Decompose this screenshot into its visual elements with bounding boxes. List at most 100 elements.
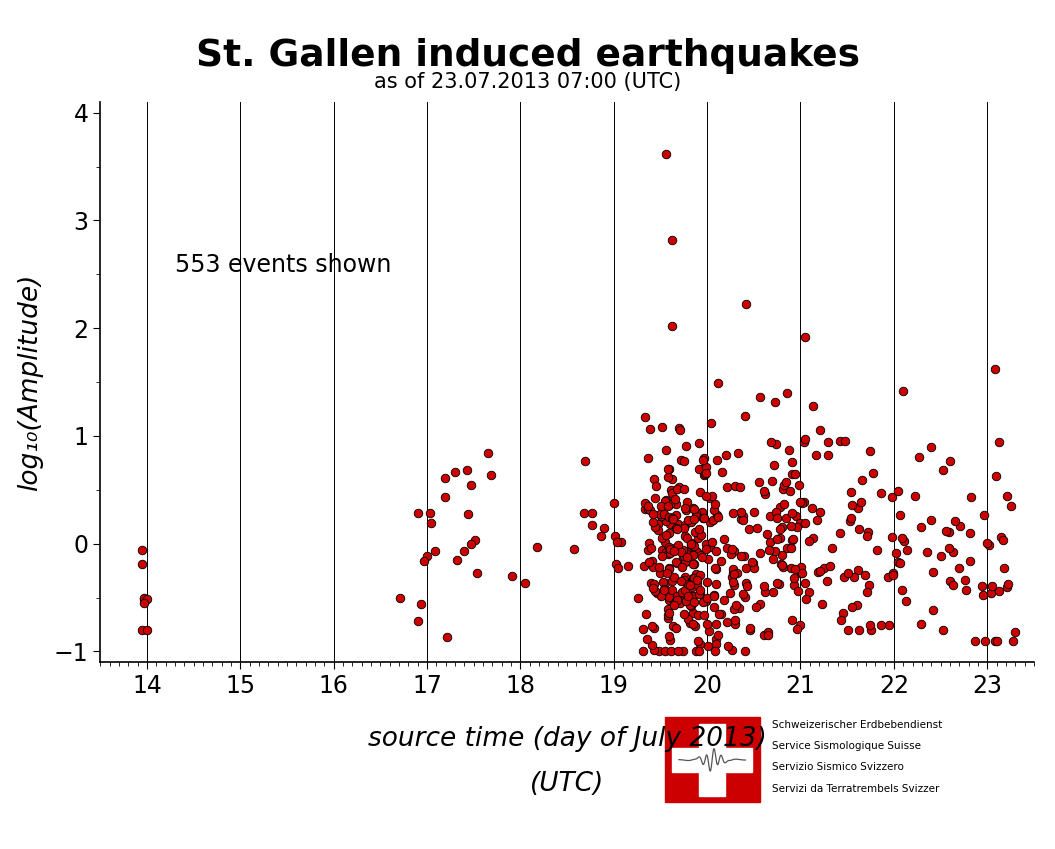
Point	[483, 469, 500, 482]
Point	[683, 538, 699, 552]
Point	[529, 541, 545, 554]
Point	[784, 468, 801, 481]
Point	[655, 582, 672, 596]
Point	[752, 597, 769, 610]
Point	[697, 467, 714, 481]
Point	[791, 495, 808, 509]
Point	[448, 554, 465, 567]
Point	[833, 613, 850, 627]
Point	[637, 607, 654, 621]
Point	[720, 481, 736, 494]
Point	[679, 577, 696, 591]
Point	[694, 551, 711, 565]
Point	[894, 531, 910, 545]
Point	[677, 530, 694, 543]
Point	[634, 644, 651, 658]
Point	[842, 514, 859, 528]
Point	[706, 589, 723, 603]
Point	[987, 469, 1004, 483]
Point	[763, 475, 780, 488]
Point	[898, 594, 915, 608]
Point	[647, 479, 664, 492]
Point	[722, 586, 738, 599]
Point	[659, 462, 676, 475]
Point	[935, 463, 952, 476]
Point	[689, 573, 706, 587]
Point	[697, 594, 714, 608]
Point	[940, 525, 957, 538]
Point	[771, 531, 788, 545]
Point	[768, 511, 785, 525]
Point	[661, 633, 678, 646]
Point	[779, 541, 795, 554]
Point	[653, 531, 670, 544]
Point	[797, 516, 813, 530]
Point	[645, 560, 661, 574]
Point	[678, 495, 695, 509]
Point	[735, 549, 752, 563]
Point	[732, 505, 749, 519]
Point	[831, 435, 848, 448]
Point	[812, 423, 829, 436]
Point	[801, 585, 818, 599]
Point	[998, 490, 1015, 503]
Point	[945, 578, 962, 592]
Point	[885, 568, 902, 582]
Point	[684, 513, 701, 526]
Point	[808, 514, 825, 527]
Point	[646, 621, 663, 634]
Point	[746, 505, 763, 519]
Point	[724, 565, 741, 579]
Point	[676, 583, 693, 597]
Point	[687, 509, 704, 523]
Point	[788, 509, 805, 523]
Text: Servizio Sismico Svizzero: Servizio Sismico Svizzero	[772, 762, 904, 773]
Point	[669, 482, 686, 496]
Point	[688, 567, 705, 581]
Point	[760, 628, 776, 642]
Point	[745, 556, 762, 570]
Point	[724, 571, 741, 584]
Point	[938, 524, 955, 537]
Point	[707, 561, 724, 575]
Point	[895, 384, 912, 397]
Point	[704, 536, 721, 549]
Point	[779, 386, 795, 400]
Point	[456, 544, 473, 558]
Point	[683, 515, 699, 529]
Point	[761, 509, 778, 523]
Point	[689, 577, 706, 591]
Point	[736, 590, 753, 604]
Point	[517, 576, 534, 589]
Point	[683, 589, 699, 603]
Point	[679, 514, 696, 527]
Point	[772, 557, 789, 571]
Point	[670, 517, 687, 531]
Point	[863, 623, 880, 637]
Point	[652, 589, 669, 603]
Point	[656, 644, 673, 658]
Point	[976, 508, 993, 521]
Point	[975, 588, 992, 601]
Point	[703, 416, 720, 430]
Point	[724, 576, 741, 589]
Point	[742, 621, 759, 635]
Point	[135, 592, 152, 605]
Point	[619, 559, 636, 573]
Point	[692, 486, 709, 499]
Point	[391, 592, 408, 605]
Point	[728, 599, 745, 612]
Point	[983, 579, 1000, 593]
Point	[698, 576, 715, 589]
Point	[855, 473, 871, 486]
Point	[635, 559, 652, 573]
Point	[458, 464, 475, 477]
Point	[993, 530, 1010, 543]
Point	[418, 549, 435, 563]
Point	[724, 644, 741, 657]
Point	[584, 507, 601, 520]
Point	[791, 516, 808, 530]
Point	[751, 391, 768, 404]
Point	[952, 520, 968, 533]
Point	[791, 618, 808, 632]
